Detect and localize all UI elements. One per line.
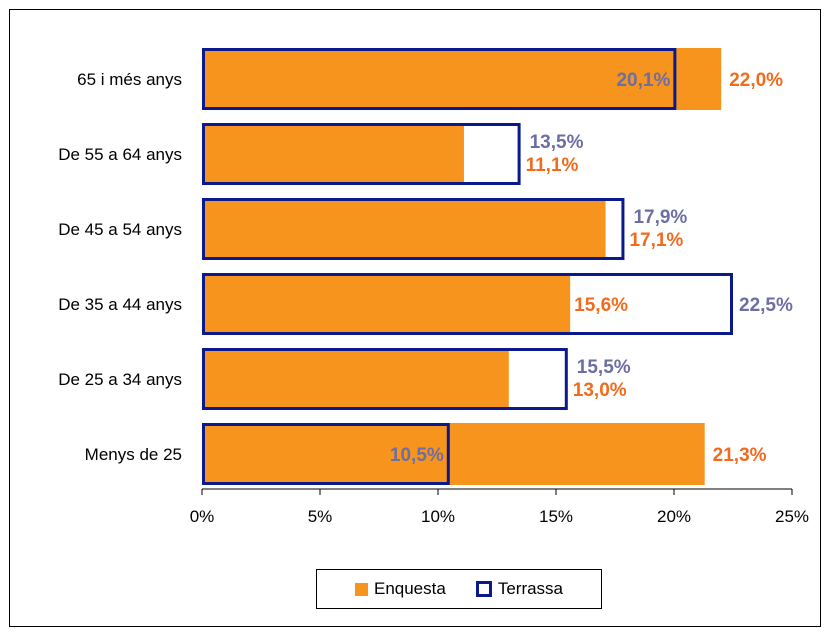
data-label-enquesta: 13,0% bbox=[573, 380, 627, 401]
category-label: 65 i més anys bbox=[77, 70, 182, 89]
legend-swatch-terrassa bbox=[475, 581, 492, 597]
data-label-terrassa: 17,9% bbox=[633, 207, 687, 228]
legend-item-terrassa: Terrassa bbox=[475, 579, 564, 599]
bar-enquesta bbox=[202, 198, 606, 260]
x-tick-label: 25% bbox=[775, 507, 809, 526]
category-label: De 45 a 54 anys bbox=[58, 220, 182, 239]
bar-terrassa bbox=[202, 273, 733, 335]
category-label: Menys de 25 bbox=[85, 445, 182, 464]
x-tick-label: 0% bbox=[190, 507, 215, 526]
data-label-terrassa: 13,5% bbox=[530, 132, 584, 153]
data-label-enquesta: 11,1% bbox=[526, 155, 579, 176]
bar-terrassa bbox=[202, 198, 625, 260]
bar-terrassa bbox=[202, 423, 450, 485]
bar-enquesta bbox=[202, 273, 571, 335]
bar-enquesta bbox=[202, 423, 705, 485]
data-label-terrassa: 22,5% bbox=[739, 295, 793, 316]
bar-enquesta bbox=[202, 348, 509, 410]
data-label-enquesta: 15,6% bbox=[574, 295, 628, 316]
bar-terrassa bbox=[202, 348, 568, 410]
bar-terrassa bbox=[202, 48, 677, 110]
legend-swatch-enquesta bbox=[354, 582, 368, 596]
bar-enquesta bbox=[202, 48, 722, 110]
category-label: De 35 a 44 anys bbox=[58, 295, 182, 314]
bar-terrassa bbox=[202, 123, 521, 185]
category-label: De 25 a 34 anys bbox=[58, 370, 182, 389]
data-label-terrassa: 10,5% bbox=[390, 445, 444, 466]
data-label-enquesta: 17,1% bbox=[629, 230, 683, 251]
bar-enquesta bbox=[202, 123, 464, 185]
data-label-terrassa: 20,1% bbox=[616, 70, 670, 91]
x-tick-label: 20% bbox=[657, 507, 691, 526]
chart-legend: Enquesta Terrassa bbox=[316, 569, 602, 609]
data-label-enquesta: 22,0% bbox=[729, 70, 783, 91]
legend-label-enquesta: Enquesta bbox=[373, 579, 446, 598]
data-label-terrassa: 15,5% bbox=[577, 357, 631, 378]
legend-label-terrassa: Terrassa bbox=[497, 579, 564, 598]
legend-item-enquesta: Enquesta bbox=[354, 579, 446, 599]
data-label-enquesta: 21,3% bbox=[713, 445, 767, 466]
x-tick-label: 10% bbox=[421, 507, 455, 526]
x-tick-label: 5% bbox=[308, 507, 333, 526]
x-tick-label: 15% bbox=[539, 507, 573, 526]
category-label: De 55 a 64 anys bbox=[58, 145, 182, 164]
